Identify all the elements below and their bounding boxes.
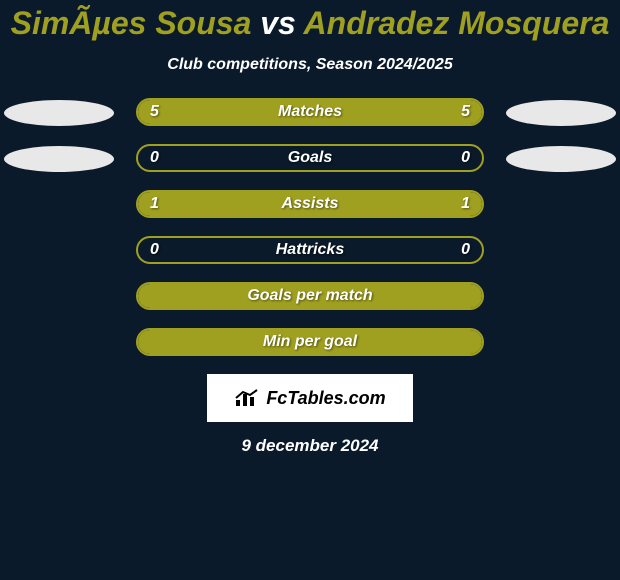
stat-label: Matches bbox=[138, 100, 482, 124]
stat-rows: Matches55Goals00Assists11Hattricks00Goal… bbox=[0, 98, 620, 358]
stat-value-left: 5 bbox=[150, 100, 159, 124]
stat-label: Goals bbox=[138, 146, 482, 170]
stat-value-right: 0 bbox=[461, 146, 470, 170]
stat-value-right: 0 bbox=[461, 238, 470, 262]
stat-label: Assists bbox=[138, 192, 482, 216]
stat-bar: Min per goal bbox=[136, 328, 484, 356]
date-text: 9 december 2024 bbox=[0, 436, 620, 456]
stat-value-left: 0 bbox=[150, 146, 159, 170]
stat-row: Matches5 5 bbox=[0, 98, 620, 128]
stat-label: Hattricks bbox=[138, 238, 482, 262]
avatar-right bbox=[506, 100, 616, 126]
stat-row: Hattricks0 0 bbox=[0, 236, 620, 266]
stat-bar: Assists1 1 bbox=[136, 190, 484, 218]
stat-value-left: 1 bbox=[150, 192, 159, 216]
stat-bar: Goals0 0 bbox=[136, 144, 484, 172]
title-player1: SimÃµes Sousa bbox=[11, 5, 252, 41]
subtitle: Club competitions, Season 2024/2025 bbox=[0, 56, 620, 74]
stat-value-left: 0 bbox=[150, 238, 159, 262]
stat-label: Goals per match bbox=[138, 284, 482, 308]
brand-inner: FcTables.com bbox=[234, 388, 385, 409]
title-vs: vs bbox=[260, 5, 296, 41]
stat-row: Goals0 0 bbox=[0, 144, 620, 174]
stat-bar: Hattricks0 0 bbox=[136, 236, 484, 264]
page-title: SimÃµes Sousa vs Andradez Mosquera bbox=[0, 4, 620, 42]
stat-bar: Matches5 5 bbox=[136, 98, 484, 126]
stat-value-right: 5 bbox=[461, 100, 470, 124]
stat-label: Min per goal bbox=[138, 330, 482, 354]
stat-row: Assists1 1 bbox=[0, 190, 620, 220]
stat-value-right: 1 bbox=[461, 192, 470, 216]
stat-row: Min per goal bbox=[0, 328, 620, 358]
brand-text: FcTables.com bbox=[266, 388, 385, 409]
comparison-card: SimÃµes Sousa vs Andradez Mosquera Club … bbox=[0, 0, 620, 580]
brand-box: FcTables.com bbox=[207, 374, 413, 422]
chart-bar-icon bbox=[234, 388, 262, 408]
avatar-left bbox=[4, 146, 114, 172]
avatar-right bbox=[506, 146, 616, 172]
title-player2: Andradez Mosquera bbox=[304, 5, 610, 41]
avatar-left bbox=[4, 100, 114, 126]
stat-bar: Goals per match bbox=[136, 282, 484, 310]
stat-row: Goals per match bbox=[0, 282, 620, 312]
